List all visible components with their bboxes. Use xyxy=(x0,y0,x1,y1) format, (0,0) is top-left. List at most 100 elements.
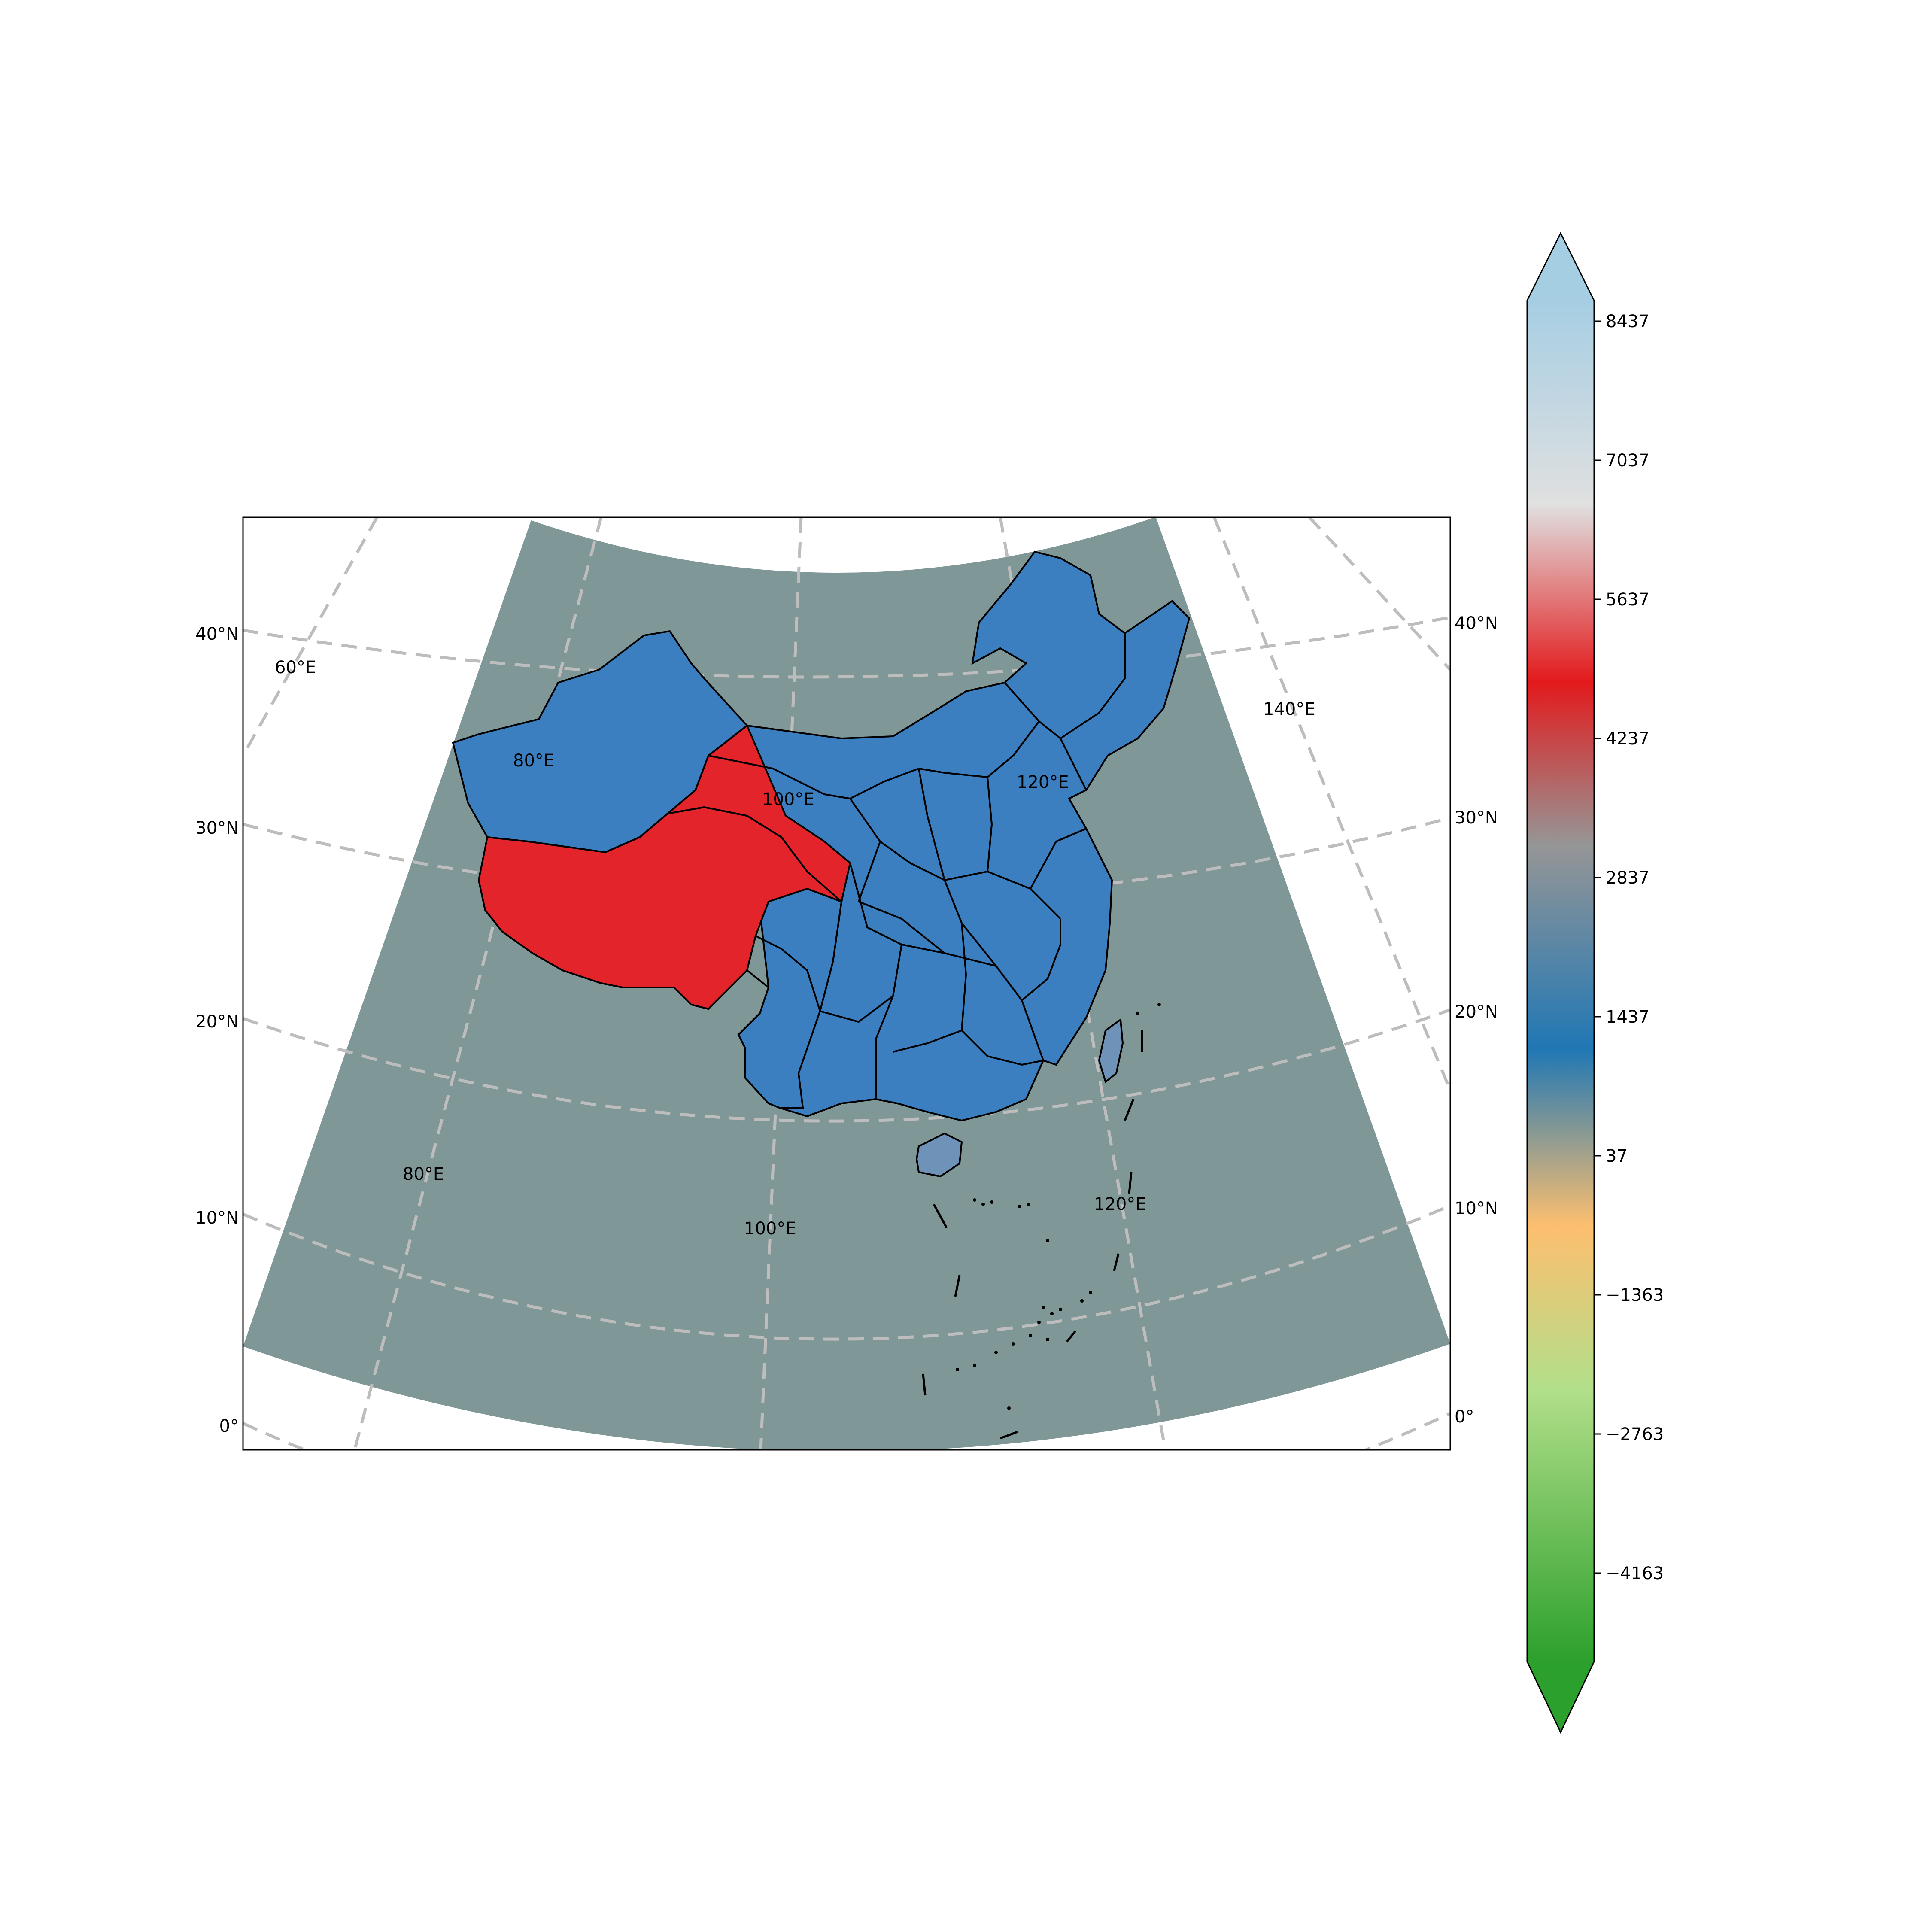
lat-label: 0° xyxy=(1455,1407,1474,1427)
border-line xyxy=(987,777,993,872)
colorbar-tick-label: 7037 xyxy=(1606,451,1649,471)
lat-label: 0° xyxy=(219,1416,239,1436)
island-dot xyxy=(1050,1312,1054,1315)
colorbar-extend-max xyxy=(1527,233,1594,301)
colorbar-tick-label: 5637 xyxy=(1606,590,1649,610)
border-line xyxy=(875,944,902,1099)
lon-label: 120°E xyxy=(1017,772,1069,792)
colorbar-extend-min xyxy=(1527,1661,1594,1732)
left-latitude-labels: 40°N 30°N 20°N 10°N 0° xyxy=(195,624,239,1436)
island-dot xyxy=(1012,1342,1015,1346)
colorbar-ticks xyxy=(1594,320,1601,1574)
lon-label: 140°E xyxy=(1263,699,1315,719)
border-line xyxy=(1060,633,1126,739)
lon-label: 120°E xyxy=(1094,1194,1146,1214)
border-line xyxy=(857,841,945,954)
border-line xyxy=(708,755,919,800)
border-line xyxy=(1030,828,1087,889)
island-dots xyxy=(956,1003,1161,1410)
nine-dash-line xyxy=(1066,1330,1076,1343)
island-dot xyxy=(1059,1308,1062,1311)
border-line xyxy=(960,923,1044,1066)
island-dot xyxy=(973,1198,976,1202)
colorbar-body xyxy=(1527,301,1594,1662)
nine-dash-line xyxy=(1000,1431,1018,1440)
nine-dash-line xyxy=(954,1275,961,1297)
border-line xyxy=(849,798,945,881)
gridline-lon-60 xyxy=(243,517,379,756)
map-axes-frame xyxy=(242,516,1451,1451)
right-latitude-labels: 40°N 30°N 20°N 10°N 0° xyxy=(1455,614,1498,1427)
gridline-lat-40 xyxy=(243,616,1450,679)
lon-label: 100°E xyxy=(762,790,814,809)
border-line xyxy=(1021,919,1061,1001)
colorbar-tick-label: −2763 xyxy=(1606,1425,1664,1444)
island-dot xyxy=(1157,1003,1161,1006)
island-dot xyxy=(1042,1306,1045,1309)
nine-dash-line xyxy=(933,1203,948,1229)
border-line xyxy=(746,969,769,988)
border-line xyxy=(918,720,1040,778)
colorbar-tick-label: 4237 xyxy=(1606,729,1649,749)
island-dot xyxy=(1029,1334,1032,1337)
colorbar-tick-label: 2837 xyxy=(1606,868,1649,888)
lon-label: 100°E xyxy=(744,1219,796,1239)
island-dot xyxy=(1089,1291,1092,1294)
longitude-labels: 60°E 80°E 100°E 120°E 140°E 80°E 100°E 1… xyxy=(275,658,1315,1239)
nine-dash-line xyxy=(1113,1253,1120,1271)
lat-label: 40°N xyxy=(1455,614,1498,633)
colorbar-tick-label: 1437 xyxy=(1606,1007,1649,1027)
nine-dash-line xyxy=(1128,1172,1133,1194)
gridline-lon-140 xyxy=(1212,517,1450,1091)
lon-label: 80°E xyxy=(513,751,554,771)
island-dot xyxy=(990,1200,993,1204)
lat-label: 20°N xyxy=(195,1012,239,1032)
region-taiwan-island xyxy=(1098,1018,1124,1084)
colorbar-tick-labels: 8437 7037 5637 4237 2837 1437 37 −1363 −… xyxy=(1606,312,1664,1583)
nine-dash-line xyxy=(1124,1099,1135,1121)
lat-label: 40°N xyxy=(195,624,239,644)
land-regions xyxy=(452,550,1191,1178)
island-dot xyxy=(1027,1203,1030,1206)
gridline-lon-160 xyxy=(1308,517,1450,671)
province-borders xyxy=(708,633,1126,1099)
island-dot xyxy=(1046,1338,1049,1341)
border-line xyxy=(1004,682,1087,790)
lon-label: 80°E xyxy=(403,1164,444,1184)
island-dot xyxy=(981,1203,985,1206)
colorbar-outline xyxy=(1526,231,1595,1734)
region-southwest-yunnan xyxy=(737,870,843,1109)
island-dot xyxy=(1018,1205,1021,1208)
gridline-lon-100 xyxy=(759,517,803,1450)
lat-label: 20°N xyxy=(1455,1002,1498,1022)
nine-dash-line xyxy=(922,1373,927,1396)
border-line xyxy=(944,870,1061,920)
lon-label: 60°E xyxy=(275,658,316,677)
colorbar-tick-label: −4163 xyxy=(1606,1564,1664,1583)
gridline-lon-80 xyxy=(353,517,603,1450)
island-dot xyxy=(1046,1239,1049,1242)
colorbar-tick-label: 37 xyxy=(1606,1146,1628,1166)
lat-label: 10°N xyxy=(195,1208,239,1228)
colorbar: 8437 7037 5637 4237 2837 1437 37 −1363 −… xyxy=(1526,231,1664,1734)
island-dot xyxy=(956,1368,959,1371)
map-axes xyxy=(243,517,1450,1450)
border-line xyxy=(755,935,821,1012)
island-dot xyxy=(973,1364,976,1367)
border-line xyxy=(820,995,894,1023)
south-china-sea-islands xyxy=(922,1030,1143,1440)
lat-label: 30°N xyxy=(195,818,239,838)
colorbar-tick-label: −1363 xyxy=(1606,1285,1664,1305)
colorbar-tick-label: 8437 xyxy=(1606,312,1649,331)
island-dot xyxy=(994,1351,998,1354)
region-hainan-island xyxy=(915,1132,963,1178)
lat-label: 30°N xyxy=(1455,808,1498,828)
island-dot xyxy=(1080,1299,1084,1303)
border-line xyxy=(893,1030,962,1053)
island-dot xyxy=(1007,1406,1011,1410)
lat-label: 10°N xyxy=(1455,1199,1498,1218)
island-dot xyxy=(1136,1012,1139,1015)
island-dot xyxy=(1037,1321,1041,1324)
gridline-lat-20 xyxy=(243,1008,1450,1123)
